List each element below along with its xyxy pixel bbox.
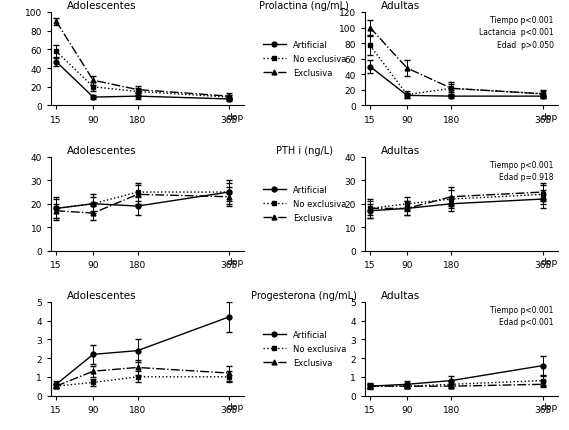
Text: dpp: dpp: [541, 113, 558, 122]
Text: Tiempo p<0.001
Edad p=0.918: Tiempo p<0.001 Edad p=0.918: [490, 160, 554, 182]
Text: Tiempo p<0.001
Lactancia  p<0.001
Edad  p>0.050: Tiempo p<0.001 Lactancia p<0.001 Edad p>…: [479, 16, 554, 49]
Text: Adultas: Adultas: [381, 145, 420, 155]
Text: Tiempo p<0.001
Edad p<0.001: Tiempo p<0.001 Edad p<0.001: [490, 305, 554, 326]
Text: dpp: dpp: [226, 402, 244, 411]
Text: dpp: dpp: [541, 402, 558, 411]
Text: Prolactina (ng/mL): Prolactina (ng/mL): [259, 1, 349, 11]
Text: Adultas: Adultas: [381, 290, 420, 300]
Text: dpp: dpp: [226, 113, 244, 122]
Legend: Artificial, No exclusiva, Exclusiva: Artificial, No exclusiva, Exclusiva: [259, 38, 349, 81]
Text: Adolescentes: Adolescentes: [67, 290, 136, 300]
Text: Adolescentes: Adolescentes: [67, 145, 136, 155]
Text: PTH i (ng/L): PTH i (ng/L): [276, 146, 333, 156]
Text: Adultas: Adultas: [381, 1, 420, 11]
Text: dpp: dpp: [226, 258, 244, 267]
Text: dpp: dpp: [541, 258, 558, 267]
Legend: Artificial, No exclusiva, Exclusiva: Artificial, No exclusiva, Exclusiva: [259, 182, 349, 226]
Text: Progesterona (ng/mL): Progesterona (ng/mL): [251, 290, 357, 301]
Legend: Artificial, No exclusiva, Exclusiva: Artificial, No exclusiva, Exclusiva: [259, 327, 349, 371]
Text: Adolescentes: Adolescentes: [67, 1, 136, 11]
